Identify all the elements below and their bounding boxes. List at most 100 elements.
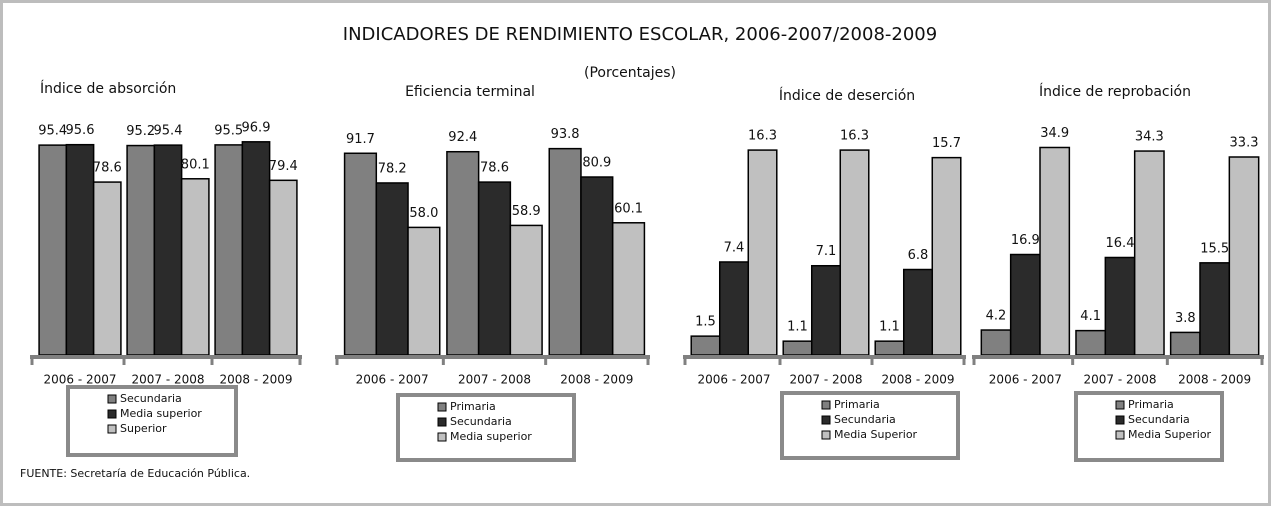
value-label: 95.2 [126, 124, 155, 139]
value-label: 78.2 [378, 161, 407, 176]
value-label: 4.1 [1080, 309, 1101, 324]
bar [446, 150, 480, 356]
chart-subtitle: (Porcentajes) [584, 65, 676, 81]
x-tick-label: 2008 - 2009 [219, 373, 292, 387]
legend-label: Superior [120, 422, 167, 435]
bar [747, 149, 778, 356]
value-label: 95.4 [38, 124, 67, 139]
legend-label: Secundaria [1128, 413, 1190, 426]
legend-box [396, 393, 576, 462]
panel-title: Índice de absorción [40, 80, 176, 97]
bar [548, 147, 582, 356]
legend-swatch [821, 400, 831, 410]
value-label: 95.5 [214, 123, 243, 138]
bar [810, 264, 842, 356]
value-label: 6.8 [908, 248, 929, 263]
legend-swatch [821, 430, 831, 440]
value-label: 96.9 [242, 120, 271, 135]
value-label: 80.9 [582, 156, 611, 171]
x-tick-label: 2006 - 2007 [697, 373, 770, 387]
value-label: 16.3 [748, 129, 777, 144]
bar [65, 143, 95, 356]
bar [38, 144, 68, 356]
bar [407, 226, 441, 356]
panel-title: Índice de deserción [779, 87, 915, 104]
value-label: 80.1 [181, 157, 210, 172]
x-tick-label: 2006 - 2007 [989, 373, 1062, 387]
bar [718, 261, 750, 356]
value-label: 78.6 [480, 161, 509, 176]
value-label: 60.1 [614, 201, 643, 216]
value-label: 7.4 [724, 240, 745, 255]
legend-box [780, 391, 960, 460]
bar [180, 178, 210, 356]
bar [1039, 146, 1071, 356]
value-label: 33.3 [1230, 136, 1259, 151]
value-label: 16.3 [840, 129, 869, 144]
legend-swatch [1115, 400, 1125, 410]
value-label: 16.9 [1011, 233, 1040, 248]
bar [1133, 150, 1165, 356]
value-label: 15.7 [932, 136, 961, 151]
bar [1104, 256, 1136, 356]
value-label: 7.1 [816, 244, 837, 259]
legend-label: Media superior [120, 407, 202, 420]
legend-label: Media Superior [834, 428, 918, 441]
legend-swatch [821, 415, 831, 425]
value-label: 93.8 [551, 127, 580, 142]
value-label: 16.4 [1106, 236, 1135, 251]
bar [92, 181, 122, 356]
bar [153, 144, 183, 356]
value-label: 95.4 [154, 124, 183, 139]
legend-label: Media Superior [1128, 428, 1212, 441]
x-tick-label: 2006 - 2007 [43, 373, 116, 387]
bar [580, 176, 614, 356]
value-label: 1.1 [787, 320, 808, 335]
legend-swatch [107, 409, 117, 419]
bar [782, 340, 813, 356]
bar [1009, 253, 1041, 356]
x-tick-label: 2008 - 2009 [1178, 373, 1251, 387]
value-label: 92.4 [448, 130, 477, 145]
x-tick-label: 2007 - 2008 [789, 373, 862, 387]
bar [477, 181, 512, 356]
bar [214, 144, 244, 356]
bar [839, 149, 870, 356]
bar [375, 182, 409, 356]
value-label: 95.6 [66, 123, 95, 138]
chart-title: INDICADORES DE RENDIMIENTO ESCOLAR, 2006… [343, 24, 937, 45]
bar [931, 156, 962, 356]
value-label: 1.5 [695, 315, 716, 330]
value-label: 58.0 [409, 206, 438, 221]
legend-swatch [437, 402, 447, 412]
value-label: 34.3 [1135, 130, 1164, 145]
legend-box [1074, 391, 1224, 462]
panel-title: Índice de reprobación [1039, 83, 1191, 100]
x-tick-label: 2008 - 2009 [881, 373, 954, 387]
x-tick-label: 2007 - 2008 [458, 373, 531, 387]
legend-label: Media superior [450, 430, 532, 443]
legend-swatch [107, 394, 117, 404]
value-label: 4.2 [986, 309, 1007, 324]
legend-swatch [107, 424, 117, 434]
legend-label: Secundaria [834, 413, 896, 426]
value-label: 58.9 [512, 204, 541, 219]
bar [1075, 329, 1107, 356]
bar [611, 222, 646, 356]
bar [1228, 156, 1260, 356]
x-tick-label: 2008 - 2009 [560, 373, 633, 387]
legend-label: Primaria [450, 400, 496, 413]
bar [980, 329, 1012, 356]
value-label: 1.1 [879, 320, 900, 335]
value-label: 79.4 [269, 159, 298, 174]
bar [690, 335, 721, 356]
bar [1199, 262, 1231, 356]
source-note: FUENTE: Secretaría de Educación Pública. [20, 467, 250, 480]
bar [874, 340, 905, 356]
panel-title: Eficiencia terminal [405, 84, 535, 100]
bar [268, 179, 298, 356]
bar [902, 268, 934, 356]
bar [126, 144, 156, 356]
value-label: 34.9 [1040, 126, 1069, 141]
